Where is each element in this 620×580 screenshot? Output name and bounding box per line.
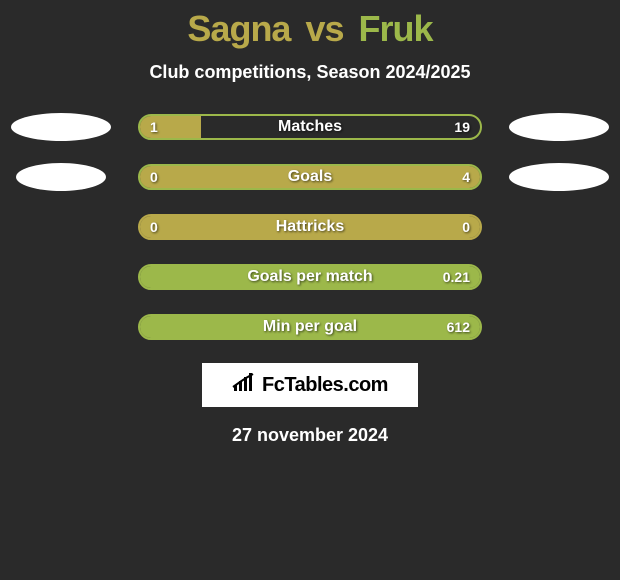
stat-label: Min per goal [140, 316, 480, 338]
stat-label: Goals [140, 166, 480, 188]
stat-row: 0.21Goals per match [0, 263, 620, 291]
avatar-slot-left [6, 163, 116, 191]
stats-list: 119Matches 04Goals 00Hattricks 0.21Goals pe… [0, 113, 620, 341]
vs-text: vs [305, 8, 343, 49]
stat-label: Goals per match [140, 266, 480, 288]
stat-bar: 04Goals [138, 164, 482, 190]
stat-label: Matches [140, 116, 480, 138]
stat-bar: 00Hattricks [138, 214, 482, 240]
stat-bar: 612Min per goal [138, 314, 482, 340]
stat-row: 612Min per goal [0, 313, 620, 341]
player2-avatar [509, 163, 609, 191]
player1-avatar [11, 113, 111, 141]
stat-label: Hattricks [140, 216, 480, 238]
avatar-slot-right [504, 163, 614, 191]
stat-bar: 0.21Goals per match [138, 264, 482, 290]
stat-bar: 119Matches [138, 114, 482, 140]
player2-avatar [509, 113, 609, 141]
stat-row: 04Goals [0, 163, 620, 191]
stat-row: 00Hattricks [0, 213, 620, 241]
player1-avatar [16, 163, 106, 191]
player1-name: Sagna [187, 8, 290, 49]
avatar-slot-left [6, 113, 116, 141]
comparison-title: Sagna vs Fruk [0, 0, 620, 50]
stat-row: 119Matches [0, 113, 620, 141]
subtitle: Club competitions, Season 2024/2025 [0, 62, 620, 83]
logo-text: FcTables.com [262, 374, 388, 397]
date-text: 27 november 2024 [0, 425, 620, 446]
avatar-slot-right [504, 113, 614, 141]
player2-name: Fruk [359, 8, 433, 49]
chart-icon [232, 373, 258, 398]
site-logo[interactable]: FcTables.com [202, 363, 418, 407]
